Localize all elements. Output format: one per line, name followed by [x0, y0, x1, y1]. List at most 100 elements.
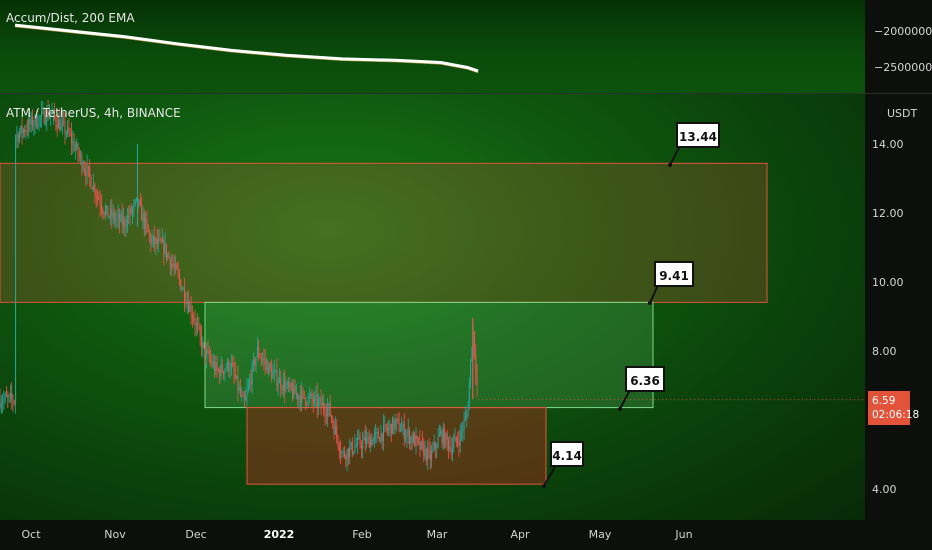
candle-body [202, 342, 204, 349]
candle-body [2, 402, 4, 405]
candle-body [51, 113, 53, 115]
candle-body [297, 393, 299, 400]
callout-4-14[interactable]: 4.14 [550, 441, 584, 467]
symbol-title[interactable]: ATM / TetherUS, 4h, BINANCE [6, 106, 181, 120]
candle-body [104, 210, 106, 215]
candle-body [364, 436, 366, 445]
candle-body [227, 361, 228, 369]
candle-body [91, 187, 93, 190]
candle-body [462, 429, 464, 431]
candle-body [294, 385, 296, 394]
candle-body [68, 126, 70, 134]
candle-body [389, 424, 391, 428]
y-tick-10: 10.00 [872, 276, 904, 289]
candle-body [436, 447, 438, 449]
candle-body [337, 436, 339, 446]
candle-body [189, 305, 191, 312]
candle-body [26, 130, 28, 132]
candle-body [316, 394, 318, 408]
candle-body [130, 208, 132, 214]
candle-body [102, 209, 104, 213]
y-tick-4: 4.00 [872, 483, 897, 496]
candle-body [406, 433, 408, 437]
candle-body [203, 342, 205, 347]
candle-body [56, 124, 58, 129]
candle-body [272, 372, 274, 379]
candle-body [380, 433, 382, 442]
candle-body [15, 137, 17, 403]
candle-body [217, 369, 219, 371]
candle-body [194, 320, 196, 326]
pane-separator[interactable] [0, 93, 932, 94]
candle-body [314, 396, 316, 403]
candle-body [315, 394, 317, 397]
indicator-tick-2: −25000000.00 [874, 61, 932, 74]
candle-body [41, 111, 43, 117]
indicator-pane[interactable] [0, 0, 865, 93]
candle-body [188, 302, 189, 312]
candle-body [342, 450, 344, 452]
candle-body [393, 418, 395, 430]
candle-body [375, 432, 377, 435]
time-axis[interactable] [0, 520, 932, 550]
candle-body [247, 385, 249, 391]
indicator-title[interactable]: Accum/Dist, 200 EMA [6, 11, 135, 25]
candle-body [151, 239, 153, 245]
candle-body [308, 395, 310, 397]
candle-body [229, 369, 231, 372]
candle-body [453, 441, 455, 449]
callout-9-41[interactable]: 9.41 [654, 261, 694, 287]
candle-body [138, 201, 140, 206]
candle-body [344, 450, 345, 457]
candle-body [407, 430, 409, 434]
candle-body [11, 393, 13, 399]
candle-body [451, 448, 453, 455]
candle-body [85, 170, 87, 176]
candle-body [72, 140, 74, 144]
candle-body [263, 359, 265, 361]
candle-body [437, 436, 439, 448]
candle-body [433, 442, 435, 449]
candle-body [59, 119, 61, 131]
candle-body [199, 327, 201, 336]
candle-body [402, 423, 404, 429]
callout-13-44[interactable]: 13.44 [676, 122, 720, 148]
candle-body [298, 396, 300, 400]
candle-body [295, 393, 297, 395]
candle-body [206, 350, 208, 358]
candle-body [210, 358, 212, 361]
candle-body [169, 258, 171, 268]
candle-body [234, 373, 236, 379]
candle-body [338, 445, 340, 452]
candle-body [164, 243, 166, 254]
candle-body [357, 438, 358, 446]
price-axis[interactable] [865, 0, 932, 520]
candle-body [349, 446, 351, 458]
candle-body [290, 383, 292, 390]
candle-body [117, 214, 119, 217]
candle-body [177, 269, 179, 274]
candle-body [107, 205, 109, 218]
callout-6-36[interactable]: 6.36 [625, 366, 665, 392]
candle-body [258, 346, 260, 357]
candle-body [84, 168, 85, 171]
candle-body [325, 414, 327, 416]
candle-body [301, 389, 303, 403]
candle-body [232, 363, 234, 366]
candle-body [327, 408, 329, 416]
candle-body [168, 254, 170, 259]
candle-body [324, 409, 326, 415]
currency-label[interactable]: USDT [887, 107, 918, 120]
candle-body [273, 371, 275, 373]
candle-body [470, 359, 472, 383]
candle-body [238, 388, 240, 391]
candle-body [397, 418, 399, 420]
candle-body [25, 130, 27, 133]
candle-body [211, 360, 213, 366]
candle-body [445, 433, 447, 446]
candle-body [405, 436, 407, 439]
candle-body [435, 442, 436, 448]
candle-body [223, 371, 225, 374]
candle-body [398, 419, 400, 432]
